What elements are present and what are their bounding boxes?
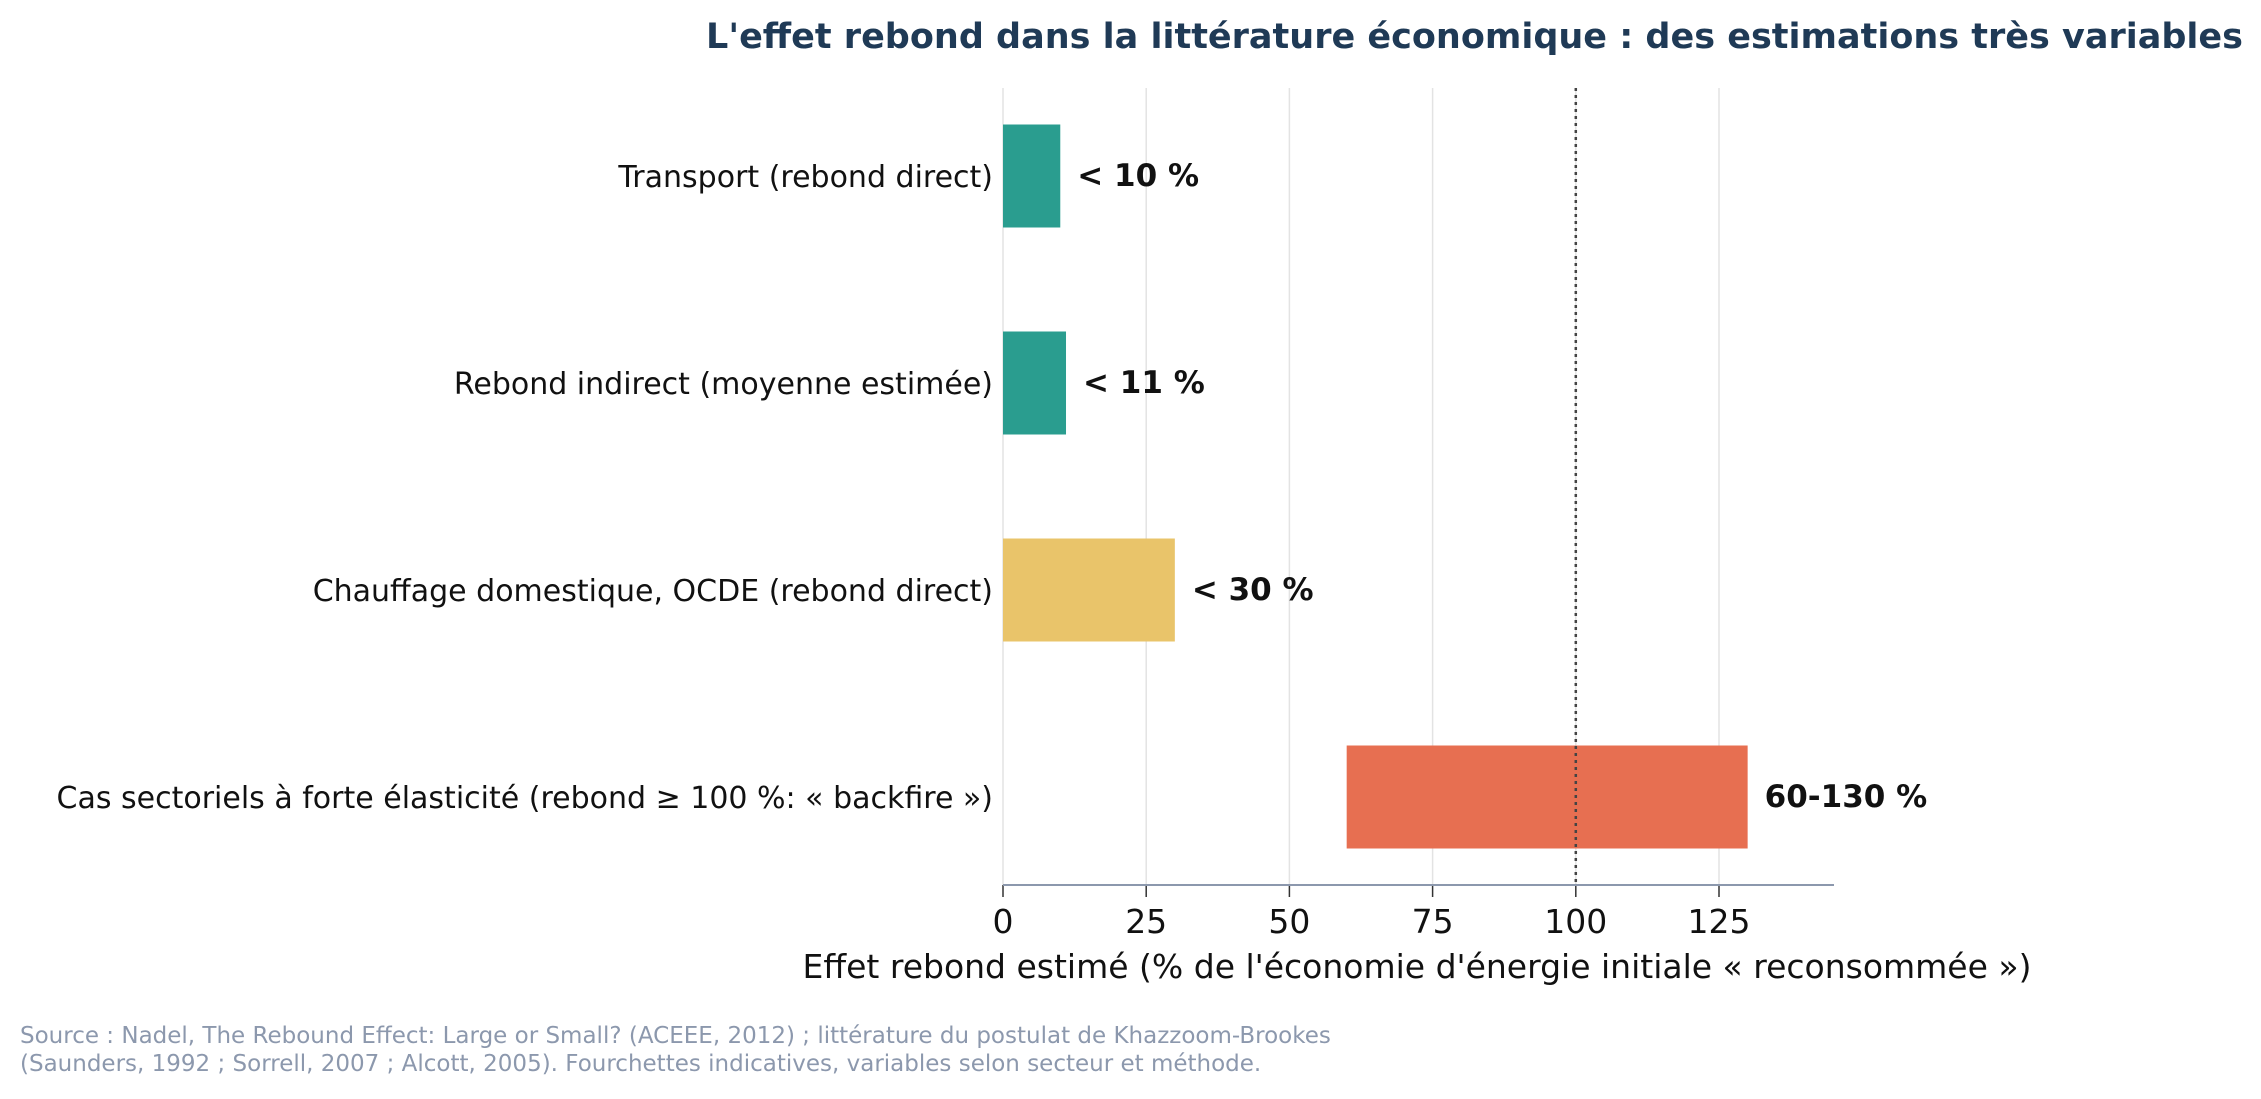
- chart-title: L'effet rebond dans la littérature écono…: [706, 17, 2243, 57]
- category-labels: Transport (rebond direct) Rebond indirect…: [57, 160, 994, 816]
- x-axis-label: Effet rebond estimé (% de l'économie d'é…: [803, 947, 2032, 986]
- bars: [1003, 124, 1748, 849]
- source-line-2: (Saunders, 1992 ; Sorrell, 2007 ; Alcott…: [20, 1051, 1262, 1077]
- category-label-4: Cas sectoriels à forte élasticité (rebon…: [57, 781, 994, 816]
- bar-4: [1346, 745, 1748, 849]
- x-axis: 0 25 50 75 100 125: [993, 884, 1834, 941]
- data-label-1: < 10 %: [1077, 158, 1199, 194]
- category-label-3: Chauffage domestique, OCDE (rebond direc…: [313, 574, 993, 609]
- x-tick-label-100: 100: [1544, 902, 1607, 941]
- x-tick-label-50: 50: [1268, 902, 1310, 941]
- bar-2: [1003, 331, 1067, 435]
- x-tick-label-125: 125: [1688, 902, 1751, 941]
- data-label-3: < 30 %: [1192, 572, 1314, 608]
- data-labels: < 10 % < 11 % < 30 % 60-130 %: [1077, 158, 1927, 815]
- source-line-1: Source : Nadel, The Rebound Effect: Larg…: [20, 1023, 1331, 1049]
- x-tick-label-25: 25: [1125, 902, 1167, 941]
- data-label-4: 60-130 %: [1765, 779, 1928, 815]
- x-tick-label-75: 75: [1412, 902, 1454, 941]
- bar-3: [1003, 538, 1175, 642]
- x-tick-label-0: 0: [993, 902, 1014, 941]
- bar-1: [1003, 124, 1061, 228]
- category-label-1: Transport (rebond direct): [617, 160, 993, 195]
- gridlines: [1002, 88, 1720, 885]
- source-note: Source : Nadel, The Rebound Effect: Larg…: [20, 1022, 2220, 1078]
- category-label-2: Rebond indirect (moyenne estimée): [454, 367, 993, 402]
- data-label-2: < 11 %: [1083, 365, 1205, 401]
